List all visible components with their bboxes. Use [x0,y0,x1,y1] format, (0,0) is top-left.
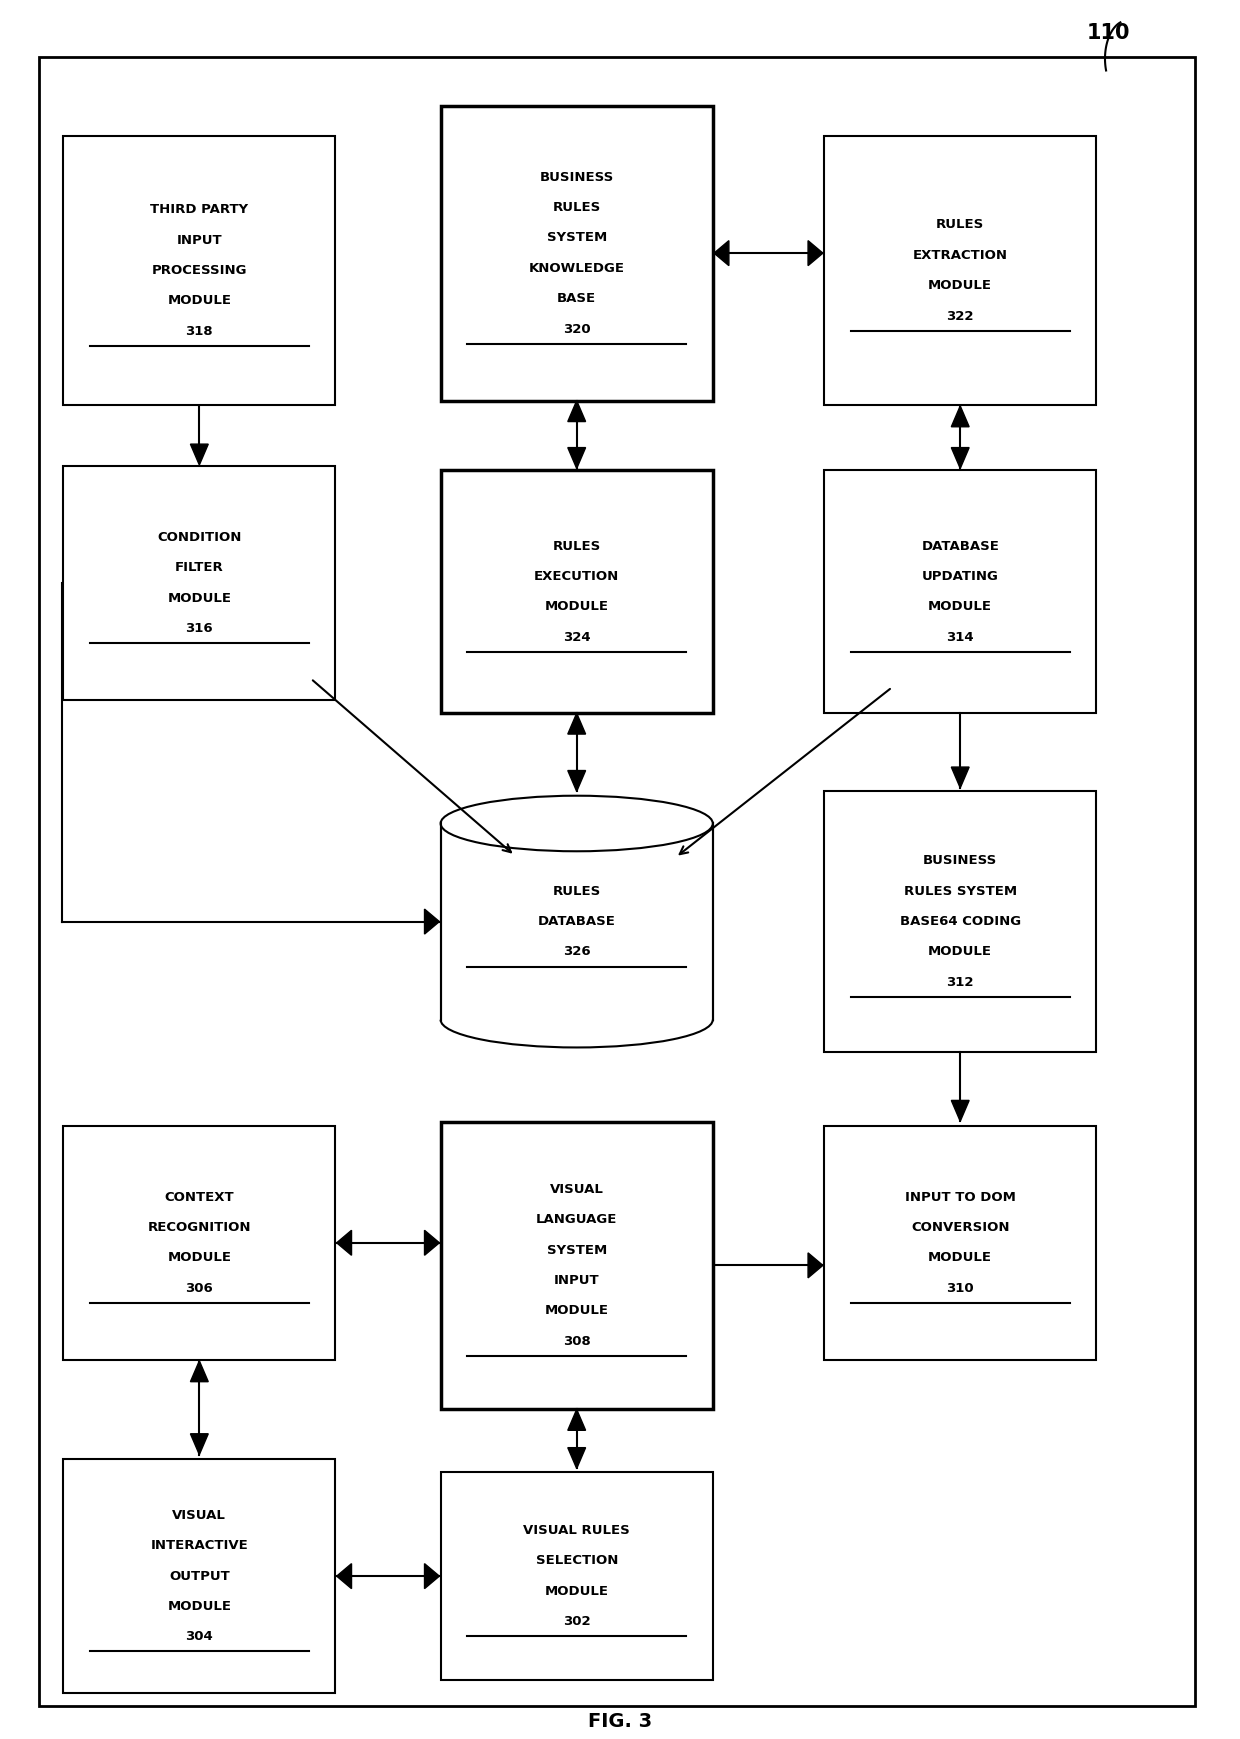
Text: 306: 306 [186,1282,213,1296]
Text: BASE64 CODING: BASE64 CODING [900,915,1021,929]
Bar [440,824,713,1019]
Bar [440,1471,713,1680]
Text: MODULE: MODULE [929,946,992,958]
Bar [63,466,336,701]
Polygon shape [424,1563,439,1589]
Polygon shape [951,1101,970,1122]
Text: MODULE: MODULE [167,1600,232,1614]
Text: DATABASE: DATABASE [921,539,999,553]
Text: BUSINESS: BUSINESS [539,170,614,184]
Bar [825,470,1096,713]
Text: MODULE: MODULE [929,1252,992,1264]
Polygon shape [337,1563,351,1589]
Text: UPDATING: UPDATING [921,570,998,583]
Text: DATABASE: DATABASE [538,915,615,929]
Polygon shape [714,240,729,266]
Polygon shape [191,443,208,464]
Text: INPUT TO DOM: INPUT TO DOM [905,1191,1016,1203]
Text: LANGUAGE: LANGUAGE [536,1214,618,1226]
Text: 322: 322 [946,310,973,322]
Text: FIG. 3: FIG. 3 [588,1711,652,1730]
Polygon shape [568,713,585,734]
Text: SELECTION: SELECTION [536,1555,618,1567]
Bar [825,791,1096,1052]
Text: VISUAL: VISUAL [172,1509,226,1522]
Polygon shape [191,1362,208,1383]
Bar [440,1122,713,1409]
Text: 302: 302 [563,1616,590,1628]
Text: MODULE: MODULE [167,591,232,605]
Text: FILTER: FILTER [175,562,223,574]
Text: RULES: RULES [553,885,601,897]
Text: MODULE: MODULE [544,1304,609,1318]
Text: MODULE: MODULE [544,1584,609,1598]
Text: RULES: RULES [553,539,601,553]
Text: CONVERSION: CONVERSION [911,1221,1009,1235]
Text: MODULE: MODULE [929,280,992,292]
Text: INPUT: INPUT [554,1275,599,1287]
Text: 324: 324 [563,631,590,643]
Polygon shape [337,1229,351,1256]
Bar [440,470,713,713]
Text: MODULE: MODULE [167,1252,232,1264]
Text: CONDITION: CONDITION [157,530,242,544]
Text: INTERACTIVE: INTERACTIVE [150,1539,248,1553]
Polygon shape [424,1229,439,1256]
Text: RECOGNITION: RECOGNITION [148,1221,250,1235]
Ellipse shape [440,796,713,852]
Polygon shape [568,400,585,421]
Text: SYSTEM: SYSTEM [547,231,606,245]
Text: MODULE: MODULE [167,294,232,308]
Text: OUTPUT: OUTPUT [169,1570,229,1582]
Text: 310: 310 [946,1282,975,1296]
Polygon shape [808,240,823,266]
Text: CONTEXT: CONTEXT [165,1191,234,1203]
Polygon shape [951,447,970,468]
Text: THIRD PARTY: THIRD PARTY [150,203,248,216]
Polygon shape [191,1433,208,1454]
Text: VISUAL: VISUAL [549,1183,604,1196]
Bar [63,1125,336,1360]
Bar [63,136,336,405]
Bar [825,1125,1096,1360]
Text: 318: 318 [186,325,213,337]
Text: 320: 320 [563,323,590,336]
Text: 110: 110 [1087,23,1131,43]
Polygon shape [951,405,970,426]
Text: EXECUTION: EXECUTION [534,570,619,583]
Text: 312: 312 [946,976,973,989]
Polygon shape [568,770,585,791]
Polygon shape [808,1252,823,1278]
Polygon shape [568,1410,585,1429]
Text: PROCESSING: PROCESSING [151,264,247,277]
Text: 308: 308 [563,1336,590,1348]
Text: RULES: RULES [936,219,985,231]
Text: RULES: RULES [553,202,601,214]
Polygon shape [951,767,970,788]
Text: BUSINESS: BUSINESS [923,854,997,868]
Text: SYSTEM: SYSTEM [547,1243,606,1257]
Text: MODULE: MODULE [929,600,992,614]
Text: VISUAL RULES: VISUAL RULES [523,1523,630,1537]
Text: 314: 314 [946,631,975,643]
Text: EXTRACTION: EXTRACTION [913,249,1008,263]
Text: 326: 326 [563,946,590,958]
Text: 316: 316 [186,623,213,635]
Text: RULES SYSTEM: RULES SYSTEM [904,885,1017,897]
Text: KNOWLEDGE: KNOWLEDGE [528,263,625,275]
Bar [63,1459,336,1694]
Bar [440,106,713,400]
Polygon shape [568,1447,585,1468]
Polygon shape [568,447,585,468]
Text: BASE: BASE [557,292,596,306]
Bar [825,136,1096,405]
Text: 304: 304 [186,1631,213,1643]
Polygon shape [424,909,439,934]
Text: MODULE: MODULE [544,600,609,614]
Text: INPUT: INPUT [176,233,222,247]
